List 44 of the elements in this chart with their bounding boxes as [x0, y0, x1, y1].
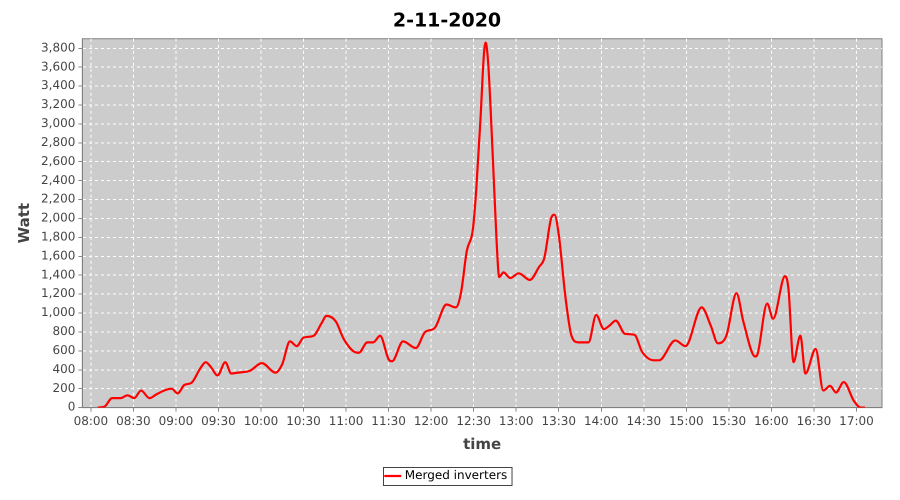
y-axis-title: Watt: [14, 202, 33, 244]
line-series: [96, 41, 866, 408]
y-tick-label: 200: [52, 380, 76, 395]
x-tick-label: 13:00: [498, 414, 534, 428]
x-tick-label: 11:30: [371, 414, 406, 428]
x-tick-label: 10:00: [244, 414, 278, 428]
y-tick-label: 1,800: [40, 230, 76, 244]
y-tick-label: 0: [68, 400, 76, 414]
x-tick-label: 14:30: [626, 414, 662, 428]
x-tick-label: 14:00: [584, 414, 619, 428]
x-tick-label: 12:30: [456, 414, 491, 428]
y-tick-label: 1,000: [40, 305, 76, 320]
legend-label: Merged inverters: [404, 468, 508, 482]
y-tick-label: 2,200: [40, 192, 76, 206]
x-tick-label: 12:00: [414, 414, 448, 428]
x-tick-label: 08:30: [116, 414, 151, 428]
x-tick-label: 09:30: [201, 414, 236, 428]
x-tick-label: 11:00: [328, 414, 364, 428]
y-tick-label: 3,800: [40, 40, 76, 54]
x-tick-label: 10:30: [286, 414, 321, 428]
y-tick-label: 600: [52, 342, 76, 357]
x-tick-label: 16:30: [796, 414, 832, 428]
x-axis-title: time: [463, 434, 502, 453]
y-tick-label: 2,600: [40, 154, 76, 168]
y-tick-label: 800: [52, 324, 76, 338]
x-tick-label: 16:00: [754, 414, 789, 428]
y-tick-label: 1,600: [40, 248, 76, 262]
y-tick-label: 2,400: [40, 172, 76, 187]
y-tick-label: 3,200: [40, 97, 76, 112]
y-tick-label: 1,400: [40, 267, 76, 282]
y-tick-label: 3,000: [40, 116, 76, 130]
x-tick-label: 17:00: [839, 414, 874, 428]
y-tick-label: 3,600: [40, 59, 76, 74]
x-tick-label: 13:30: [541, 414, 576, 428]
y-tick-label: 1,200: [40, 286, 76, 300]
y-tick-label: 2,800: [40, 134, 76, 149]
chart-title: 2-11-2020: [392, 9, 502, 32]
y-tick-label: 400: [52, 362, 76, 376]
x-tick-label: 09:00: [158, 414, 194, 428]
x-tick-label: 08:00: [74, 414, 108, 428]
x-tick-label: 15:00: [669, 414, 704, 428]
y-tick-label: 2,000: [40, 210, 76, 225]
x-tick-label: 15:30: [712, 414, 746, 428]
y-tick-label: 3,400: [40, 78, 76, 92]
